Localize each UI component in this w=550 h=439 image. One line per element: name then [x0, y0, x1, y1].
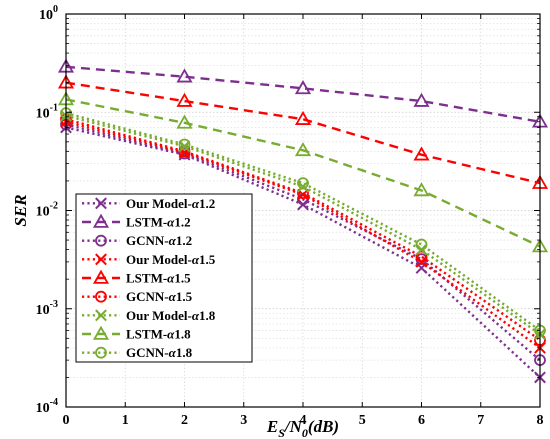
legend-label: LSTM-α1.8 — [126, 327, 191, 342]
legend-item: GCNN-α1.5 — [82, 289, 193, 304]
legend-label: GCNN-α1.8 — [126, 345, 193, 360]
x-tick-label: 3 — [240, 413, 247, 428]
y-tick-label: 100 — [39, 4, 58, 23]
marker-triangle — [294, 141, 312, 157]
series-line — [65, 114, 541, 336]
legend-label: Our Model-α1.8 — [126, 308, 216, 323]
marker-triangle — [92, 269, 110, 284]
legend-label: LSTM-α1.2 — [126, 215, 191, 230]
series-line — [65, 118, 541, 342]
marker-circle — [415, 238, 428, 251]
marker-circle — [95, 346, 107, 359]
marker-triangle — [413, 92, 430, 107]
y-axis-label: SER — [11, 194, 30, 226]
marker-triangle — [92, 213, 110, 228]
legend-label: Our Model-α1.5 — [126, 252, 216, 267]
series-line — [65, 120, 541, 349]
legend-label: LSTM-α1.5 — [126, 271, 191, 286]
legend-item: Our Model-α1.8 — [82, 308, 216, 323]
x-tick-label: 2 — [181, 413, 188, 428]
y-tick-label: 10-3 — [36, 299, 58, 318]
series-line — [65, 98, 541, 248]
marker-x — [95, 253, 107, 266]
marker-x — [95, 309, 107, 322]
legend-item: Our Model-α1.5 — [82, 252, 216, 267]
axes: 0 1 2 3 4 5 6 7 8 10-4 10-3 10-2 10-1 100 — [36, 4, 544, 428]
x-tick-label: 1 — [122, 413, 129, 428]
legend: Our Model-α1.2 LSTM-α1.2 GCNN-α1.2 Our Mode… — [75, 193, 253, 363]
series-line — [65, 81, 541, 185]
marker-circle — [95, 290, 107, 303]
marker-x — [95, 197, 107, 210]
legend-item: Our Model-α1.2 — [82, 196, 215, 211]
y-tick-label: 10-2 — [36, 201, 58, 220]
series-layer — [57, 58, 549, 384]
series-line — [65, 123, 541, 362]
marker-triangle — [176, 68, 193, 83]
legend-item: GCNN-α1.8 — [82, 345, 193, 360]
series-line — [65, 65, 541, 123]
y-tick-label: 10-4 — [36, 397, 58, 416]
x-tick-label: 6 — [418, 413, 425, 428]
legend-label: GCNN-α1.2 — [126, 233, 192, 248]
series-line — [65, 111, 541, 332]
marker-triangle — [413, 146, 430, 161]
marker-circle — [415, 250, 428, 263]
marker-circle — [178, 138, 191, 151]
marker-circle — [95, 234, 107, 247]
legend-item: LSTM-α1.2 — [82, 213, 191, 230]
marker-triangle — [92, 325, 110, 340]
x-tick-label: 8 — [537, 413, 544, 428]
legend-item: LSTM-α1.5 — [82, 269, 191, 286]
marker-triangle — [294, 80, 312, 95]
marker-triangle — [176, 92, 193, 107]
marker-circle — [297, 177, 309, 190]
x-tick-label: 0 — [63, 413, 70, 428]
x-tick-label: 7 — [477, 413, 484, 428]
marker-triangle — [413, 182, 430, 197]
legend-item: LSTM-α1.8 — [82, 325, 191, 342]
legend-label: GCNN-α1.5 — [126, 289, 193, 304]
y-tick-label: 10-1 — [36, 102, 58, 121]
x-tick-label: 4 — [300, 413, 307, 428]
legend-label: Our Model-α1.2 — [126, 196, 215, 211]
x-tick-label: 5 — [359, 413, 366, 428]
marker-triangle — [176, 114, 193, 129]
legend-item: GCNN-α1.2 — [82, 233, 192, 248]
marker-triangle — [294, 110, 312, 125]
x-axis-label: ES/N0(dB) — [266, 417, 339, 439]
